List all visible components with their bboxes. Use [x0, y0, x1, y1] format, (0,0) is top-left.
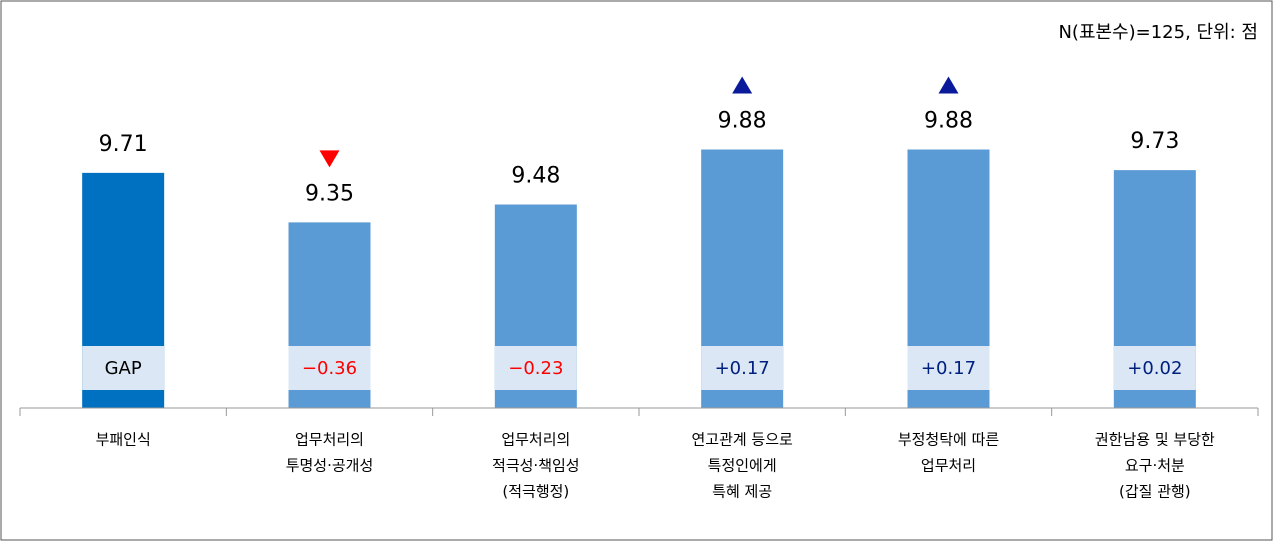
- x-tick-label: 부패인식: [96, 431, 151, 449]
- marker-up: [938, 76, 959, 94]
- marker-down: [319, 150, 340, 168]
- value-label: 9.35: [305, 181, 354, 206]
- x-tick-label: 투명성·공개성: [286, 457, 374, 475]
- x-tick-label: 특정인에게: [708, 457, 777, 475]
- value-label: 9.71: [99, 132, 148, 157]
- gap-label: +0.02: [1127, 358, 1182, 379]
- x-tick-label: 업무처리의: [295, 431, 364, 449]
- x-tick-label: 업무처리의: [501, 431, 570, 449]
- gap-box: [288, 346, 371, 390]
- value-label: 9.73: [1130, 129, 1179, 154]
- value-label: 9.48: [511, 164, 560, 189]
- gap-label: +0.17: [715, 358, 770, 379]
- value-label: 9.88: [718, 109, 767, 134]
- gap-box: [907, 346, 990, 390]
- x-tick-label: 특혜 제공: [712, 483, 772, 501]
- gap-label: −0.36: [302, 358, 357, 379]
- gap-label: GAP: [105, 358, 142, 379]
- chart-note: N(표본수)=125, 단위: 점: [1058, 22, 1258, 43]
- gap-box: [701, 346, 784, 390]
- gap-label: −0.23: [508, 358, 563, 379]
- x-tick-label: 업무처리: [921, 457, 976, 475]
- x-tick-label: (적극행정): [502, 483, 569, 501]
- x-tick-label: (갑질 관행): [1119, 483, 1191, 501]
- gap-box: [1113, 346, 1196, 390]
- x-tick-label: 부정청탁에 따른: [898, 431, 1000, 449]
- gap-box: [82, 346, 165, 390]
- gap-box: [494, 346, 577, 390]
- value-label: 9.88: [924, 109, 973, 134]
- x-tick-label: 연고관계 등으로: [691, 431, 793, 449]
- x-tick-label: 요구·처분: [1125, 457, 1185, 475]
- x-tick-label: 권한남용 및 부당한: [1095, 431, 1215, 449]
- marker-up: [732, 76, 753, 94]
- gap-label: +0.17: [921, 358, 976, 379]
- x-tick-label: 적극성·책임성: [492, 457, 580, 475]
